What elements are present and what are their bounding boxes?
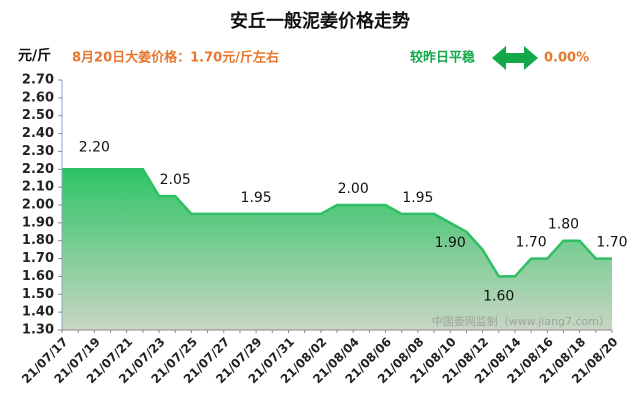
data-label: 1.70 (516, 235, 547, 251)
data-label: 1.80 (548, 217, 579, 233)
data-label: 2.00 (338, 181, 369, 197)
change-value: 0.00% (544, 51, 589, 66)
data-label: 2.20 (79, 139, 110, 155)
y-tick-label: 2.20 (22, 162, 54, 177)
y-tick-label: 1.70 (22, 251, 54, 266)
data-label: 2.05 (160, 172, 191, 188)
y-tick-label: 1.30 (22, 323, 54, 338)
change-text: 较昨日平稳 (410, 50, 475, 66)
flat-arrow (492, 46, 538, 70)
y-tick-label: 2.60 (22, 90, 54, 105)
chart-title: 安丘一般泥姜价格走势 (230, 10, 410, 32)
data-label: 1.70 (596, 235, 627, 251)
y-tick-label: 1.60 (22, 269, 54, 284)
y-tick-label: 2.50 (22, 108, 54, 123)
y-tick-label: 2.70 (22, 73, 54, 88)
y-tick-label: 2.00 (22, 198, 54, 213)
data-label: 1.95 (241, 190, 272, 206)
y-tick-label: 1.50 (22, 287, 54, 302)
data-label: 1.60 (483, 288, 514, 304)
watermark: 中国姜网监制（www.jiang7.com） (432, 314, 610, 328)
line (62, 168, 612, 278)
y-tick-label: 1.90 (22, 215, 54, 230)
data-label: 1.95 (402, 190, 433, 206)
y-tick-label: 2.30 (22, 144, 54, 159)
data-label: 1.90 (435, 235, 466, 251)
y-axis-label: 元/斤 (18, 47, 51, 64)
y-tick-label: 2.40 (22, 126, 54, 141)
area (62, 169, 612, 330)
subtitle: 8月20日大姜价格：1.70元/斤左右 (72, 50, 279, 66)
y-tick-label: 2.10 (22, 180, 54, 195)
y-tick-label: 1.80 (22, 233, 54, 248)
y-tick-label: 1.40 (22, 305, 54, 320)
